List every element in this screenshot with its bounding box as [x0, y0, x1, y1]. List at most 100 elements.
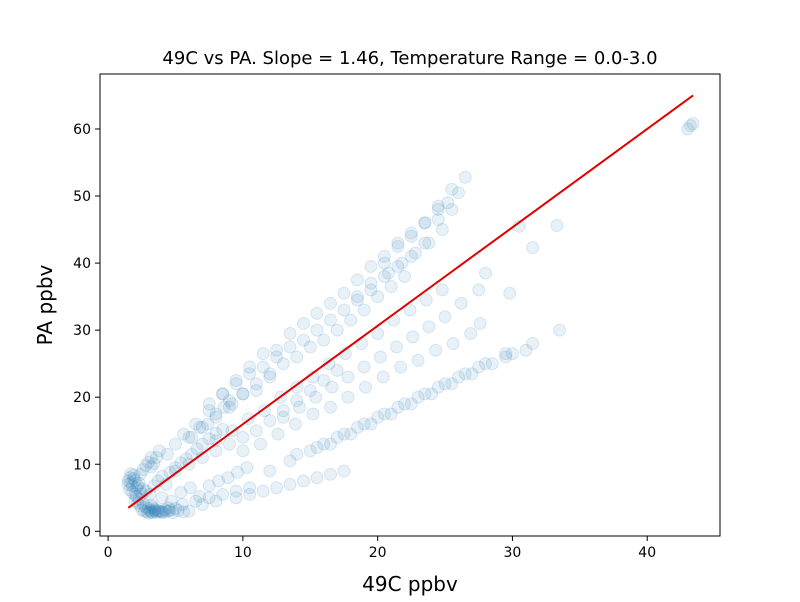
data-point [263, 464, 277, 478]
data-point [147, 504, 161, 518]
data-point [337, 464, 351, 478]
data-point [403, 303, 417, 317]
data-point [209, 434, 223, 448]
data-point [131, 496, 145, 510]
y-tick-label: 60 [73, 122, 91, 138]
data-point [123, 483, 137, 497]
data-point [505, 347, 519, 361]
data-point [404, 229, 418, 243]
data-point [216, 387, 230, 401]
data-point [411, 390, 425, 404]
data-point [249, 383, 263, 397]
data-point [154, 505, 168, 519]
data-point [395, 256, 409, 270]
data-point [445, 377, 459, 391]
data-point [377, 270, 391, 283]
data-point [452, 370, 466, 384]
data-point [159, 504, 173, 518]
data-point [371, 410, 385, 424]
data-point [171, 504, 185, 518]
data-point [182, 504, 196, 518]
x-axis-ticks: 0 10 20 30 40 [104, 536, 656, 561]
data-point [323, 437, 337, 451]
data-point [458, 170, 472, 184]
y-tick-label: 30 [73, 323, 91, 339]
data-point [290, 447, 304, 461]
data-point [478, 357, 492, 371]
data-point [271, 427, 285, 441]
data-point [391, 259, 405, 273]
data-point [354, 337, 368, 351]
data-point [230, 465, 244, 479]
data-point [143, 487, 157, 501]
data-point [350, 273, 364, 287]
data-point [162, 504, 176, 518]
data-point [209, 426, 223, 440]
data-point [473, 316, 487, 330]
data-point [243, 481, 257, 495]
x-tick-label: 20 [369, 545, 387, 561]
data-point [164, 494, 178, 508]
data-point [445, 182, 459, 196]
data-point [229, 484, 243, 498]
data-point [411, 353, 425, 367]
data-point [686, 117, 700, 131]
data-point [350, 420, 364, 434]
data-point [144, 498, 158, 512]
data-point [454, 296, 468, 310]
data-point [290, 350, 304, 364]
y-tick-label: 20 [73, 390, 91, 406]
data-point [240, 461, 254, 475]
data-points [121, 117, 700, 520]
data-point [147, 457, 161, 471]
data-point [124, 467, 138, 481]
data-point [142, 506, 156, 520]
data-point [209, 494, 223, 508]
data-point [168, 464, 182, 478]
data-point [418, 387, 432, 401]
data-point [371, 290, 385, 304]
data-point [263, 370, 277, 384]
data-point [139, 500, 153, 514]
data-point [357, 417, 371, 431]
data-point [458, 367, 472, 381]
data-point [236, 387, 250, 401]
data-point [270, 481, 284, 495]
chart-title: 49C vs PA. Slope = 1.46, Temperature Ran… [162, 48, 657, 69]
y-axis-label: PA ppbv [33, 264, 57, 345]
data-point [364, 276, 378, 290]
data-point [303, 444, 317, 458]
data-point [249, 424, 263, 438]
data-point [155, 491, 169, 505]
y-axis-ticks: 0 10 20 30 40 50 60 [73, 122, 100, 540]
data-point [256, 484, 270, 498]
data-point [350, 290, 364, 304]
data-point [131, 479, 145, 493]
data-point [310, 471, 324, 485]
data-point [292, 400, 306, 414]
data-point [373, 350, 387, 364]
data-point [229, 491, 243, 505]
data-point [384, 407, 398, 421]
data-point [163, 503, 177, 517]
data-point [519, 343, 533, 357]
data-point [472, 360, 486, 374]
data-point [465, 367, 479, 381]
data-point [330, 430, 344, 444]
data-point [144, 505, 158, 519]
data-point [142, 455, 156, 469]
data-point [263, 367, 277, 381]
data-point [256, 360, 270, 374]
data-point [185, 430, 199, 444]
data-point [384, 280, 398, 294]
data-point [418, 216, 432, 230]
data-point [419, 293, 433, 307]
data-point [243, 487, 257, 501]
data-point [283, 454, 297, 468]
data-point [229, 377, 243, 391]
data-point [431, 199, 445, 213]
data-point [195, 420, 209, 434]
data-point [201, 417, 215, 431]
data-point [323, 313, 337, 327]
